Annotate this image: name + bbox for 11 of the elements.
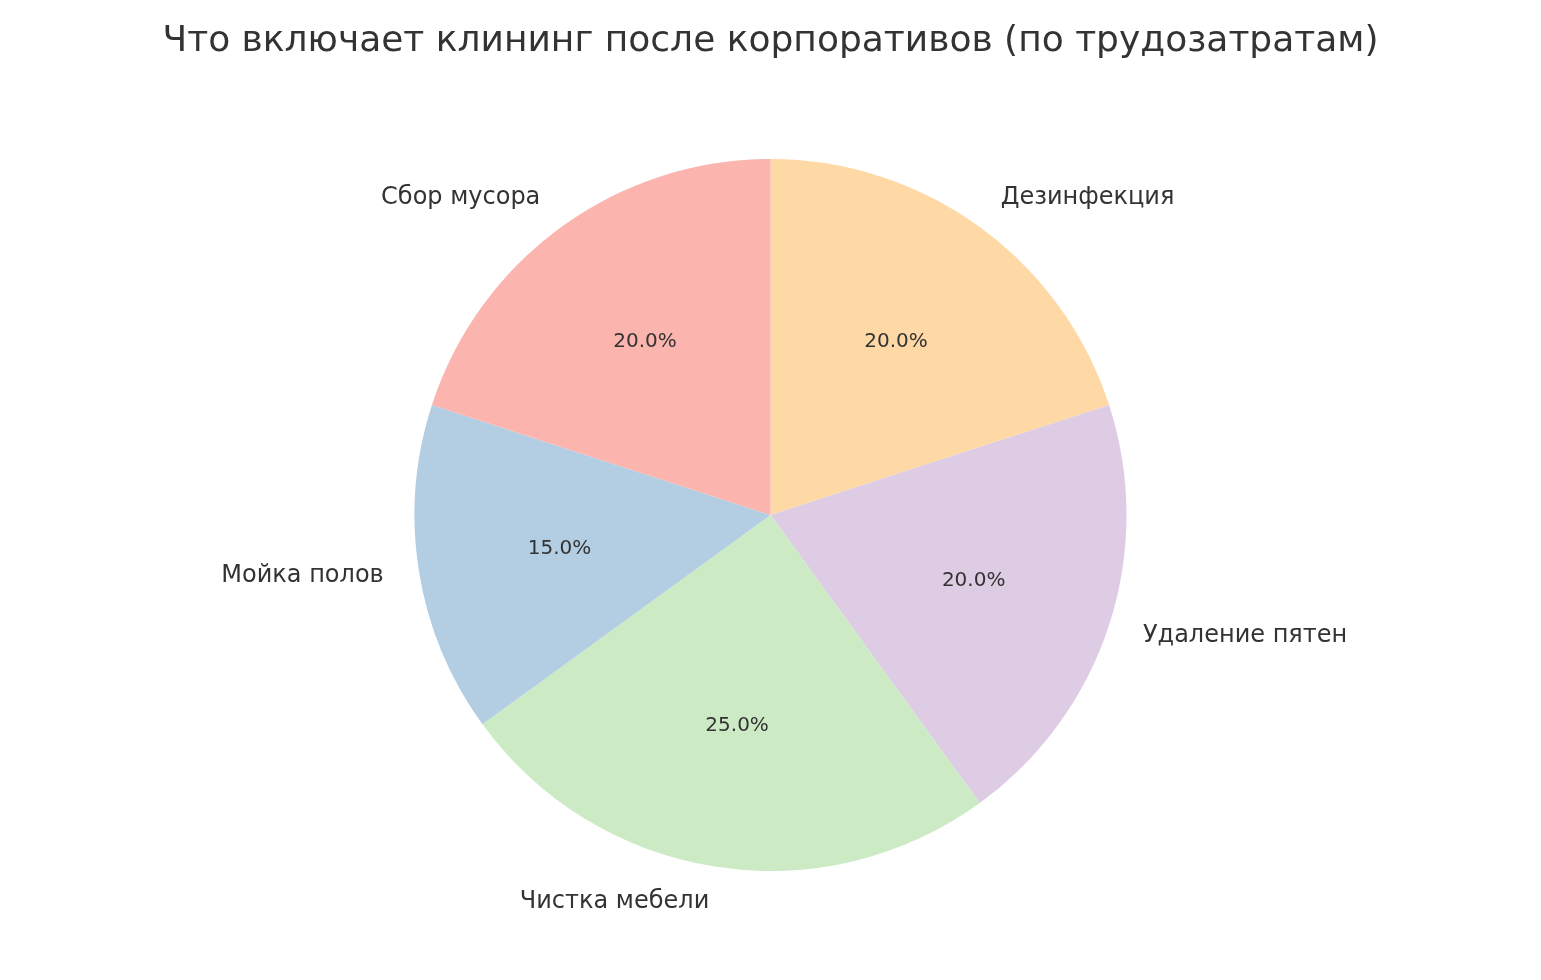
slice-label: Удаление пятен bbox=[1142, 620, 1348, 649]
data-label: 20.0% bbox=[864, 328, 928, 353]
data-label: 25.0% bbox=[705, 712, 769, 737]
slice-label: Чистка мебели bbox=[519, 886, 710, 915]
data-label: 15.0% bbox=[527, 534, 592, 559]
data-label: 20.0% bbox=[613, 328, 677, 353]
data-label: 20.0% bbox=[941, 567, 1006, 592]
slice-label: Сбор мусора bbox=[381, 182, 541, 211]
slice-label: Мойка полов bbox=[221, 560, 384, 589]
chart-title: Что включает клининг после корпоративов (по трудозатратам) bbox=[162, 18, 1379, 60]
slice-label: Дезинфекция bbox=[1000, 182, 1175, 211]
